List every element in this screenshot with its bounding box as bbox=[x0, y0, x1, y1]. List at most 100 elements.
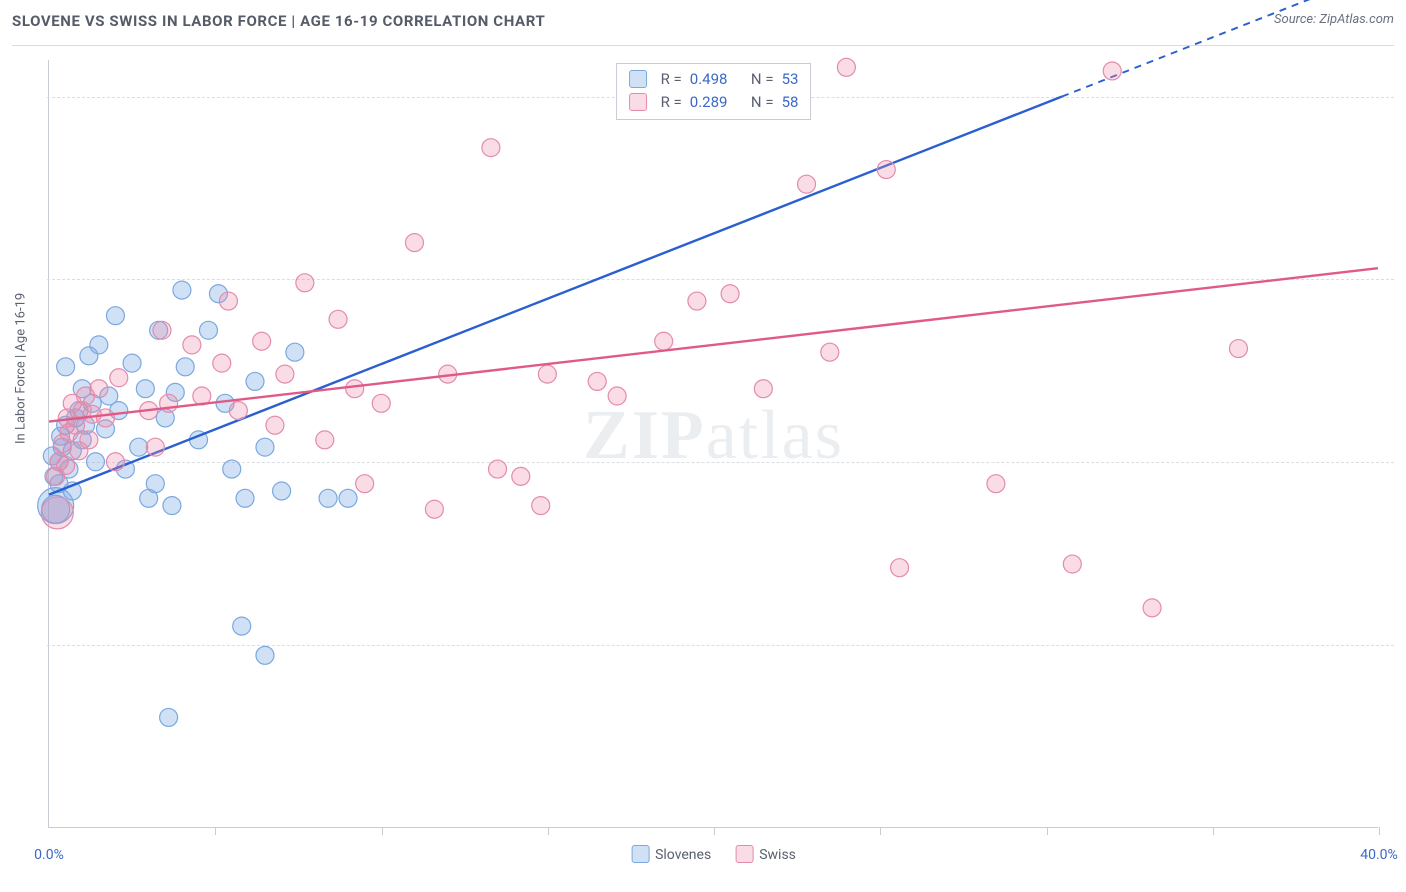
scatter-point-slovenes bbox=[57, 358, 75, 376]
scatter-point-swiss bbox=[512, 467, 530, 485]
x-tick bbox=[215, 827, 216, 835]
legend-series-label: Slovenes bbox=[655, 847, 711, 863]
chart-plot-area: In Labor Force | Age 16-19 25.0%50.0%75.… bbox=[48, 60, 1378, 828]
scatter-point-swiss bbox=[266, 416, 284, 434]
legend-correlation: R =0.498 N =53R =0.289 N =58 bbox=[616, 63, 812, 120]
scatter-point-swiss bbox=[538, 365, 556, 383]
scatter-point-swiss bbox=[1229, 340, 1247, 358]
scatter-point-swiss bbox=[96, 409, 114, 427]
scatter-point-swiss bbox=[329, 310, 347, 328]
legend-correlation-row: R =0.498 N =53 bbox=[629, 68, 799, 91]
scatter-point-swiss bbox=[608, 387, 626, 405]
chart-canvas bbox=[49, 60, 1378, 827]
legend-n-label: N = bbox=[751, 91, 774, 114]
legend-n-label: N = bbox=[751, 68, 774, 91]
scatter-point-slovenes bbox=[256, 646, 274, 664]
y-tick-label: 50.0% bbox=[1400, 467, 1406, 483]
scatter-point-slovenes bbox=[339, 489, 357, 507]
legend-r-label: R = bbox=[661, 68, 682, 91]
scatter-point-swiss bbox=[356, 475, 374, 493]
scatter-point-swiss bbox=[213, 354, 231, 372]
scatter-point-swiss bbox=[987, 475, 1005, 493]
scatter-point-slovenes bbox=[176, 358, 194, 376]
scatter-point-slovenes bbox=[130, 438, 148, 456]
scatter-point-slovenes bbox=[233, 617, 251, 635]
scatter-point-swiss bbox=[276, 365, 294, 383]
scatter-point-swiss bbox=[80, 431, 98, 449]
legend-swatch-slovenes bbox=[631, 845, 649, 863]
legend-r-label: R = bbox=[661, 91, 682, 114]
legend-swatch-slovenes bbox=[629, 70, 647, 88]
scatter-point-swiss bbox=[372, 394, 390, 412]
scatter-point-swiss bbox=[821, 343, 839, 361]
x-tick bbox=[548, 827, 549, 835]
y-axis-title: In Labor Force | Age 16-19 bbox=[14, 292, 29, 443]
scatter-point-swiss bbox=[253, 332, 271, 350]
x-tick bbox=[382, 827, 383, 835]
title-bar: SLOVENE VS SWISS IN LABOR FORCE | AGE 16… bbox=[12, 12, 1394, 46]
scatter-point-swiss bbox=[183, 336, 201, 354]
scatter-point-swiss bbox=[316, 431, 334, 449]
scatter-point-swiss bbox=[146, 438, 164, 456]
scatter-point-slovenes bbox=[90, 336, 108, 354]
scatter-point-swiss bbox=[1143, 599, 1161, 617]
scatter-point-swiss bbox=[891, 559, 909, 577]
legend-correlation-row: R = 0.289 N = 58 bbox=[629, 91, 799, 114]
scatter-point-swiss bbox=[346, 380, 364, 398]
scatter-point-swiss bbox=[405, 234, 423, 252]
scatter-point-slovenes bbox=[273, 482, 291, 500]
scatter-point-swiss bbox=[837, 58, 855, 76]
x-tick-label: 40.0% bbox=[1360, 847, 1398, 863]
scatter-point-slovenes bbox=[123, 354, 141, 372]
y-tick-label: 25.0% bbox=[1400, 650, 1406, 666]
scatter-point-swiss bbox=[489, 460, 507, 478]
x-tick bbox=[1213, 827, 1214, 835]
y-tick-label: 100.0% bbox=[1400, 102, 1406, 118]
scatter-point-swiss bbox=[798, 175, 816, 193]
scatter-point-swiss bbox=[106, 453, 124, 471]
scatter-point-slovenes bbox=[160, 708, 178, 726]
regression-line-slovenes bbox=[49, 97, 1062, 495]
regression-line-swiss bbox=[49, 268, 1378, 421]
legend-swatch-swiss bbox=[735, 845, 753, 863]
scatter-point-swiss bbox=[721, 285, 739, 303]
scatter-point-swiss bbox=[1103, 62, 1121, 80]
scatter-point-slovenes bbox=[319, 489, 337, 507]
scatter-point-slovenes bbox=[246, 372, 264, 390]
scatter-point-swiss bbox=[877, 161, 895, 179]
legend-series-label: Swiss bbox=[759, 847, 796, 863]
scatter-point-slovenes bbox=[199, 321, 217, 339]
scatter-point-slovenes bbox=[163, 497, 181, 515]
legend-swatch-swiss bbox=[629, 93, 647, 111]
scatter-point-swiss bbox=[90, 380, 108, 398]
scatter-point-swiss bbox=[655, 332, 673, 350]
scatter-point-swiss bbox=[1063, 555, 1081, 573]
scatter-point-swiss bbox=[57, 456, 75, 474]
scatter-point-swiss bbox=[532, 497, 550, 515]
scatter-point-swiss bbox=[296, 274, 314, 292]
scatter-point-slovenes bbox=[223, 460, 241, 478]
scatter-point-slovenes bbox=[286, 343, 304, 361]
legend-series: Slovenes Swiss bbox=[631, 845, 796, 863]
scatter-point-slovenes bbox=[236, 489, 254, 507]
legend-series-item: Slovenes bbox=[631, 845, 711, 863]
scatter-point-slovenes bbox=[106, 307, 124, 325]
scatter-point-swiss bbox=[219, 292, 237, 310]
scatter-point-slovenes bbox=[136, 380, 154, 398]
scatter-point-swiss bbox=[229, 402, 247, 420]
chart-source: Source: ZipAtlas.com bbox=[1274, 12, 1394, 27]
scatter-point-swiss bbox=[425, 500, 443, 518]
legend-series-item: Swiss bbox=[735, 845, 796, 863]
x-tick bbox=[714, 827, 715, 835]
chart-title: SLOVENE VS SWISS IN LABOR FORCE | AGE 16… bbox=[12, 12, 545, 30]
legend-r-value: 0.289 bbox=[690, 91, 728, 114]
scatter-point-slovenes bbox=[173, 281, 191, 299]
x-tick bbox=[1379, 827, 1380, 835]
scatter-point-swiss bbox=[588, 372, 606, 390]
legend-r-value: 0.498 bbox=[690, 68, 728, 91]
x-tick bbox=[880, 827, 881, 835]
x-tick-label: 0.0% bbox=[34, 847, 64, 863]
scatter-point-swiss bbox=[754, 380, 772, 398]
legend-n-value: 58 bbox=[782, 91, 799, 114]
scatter-point-slovenes bbox=[146, 475, 164, 493]
